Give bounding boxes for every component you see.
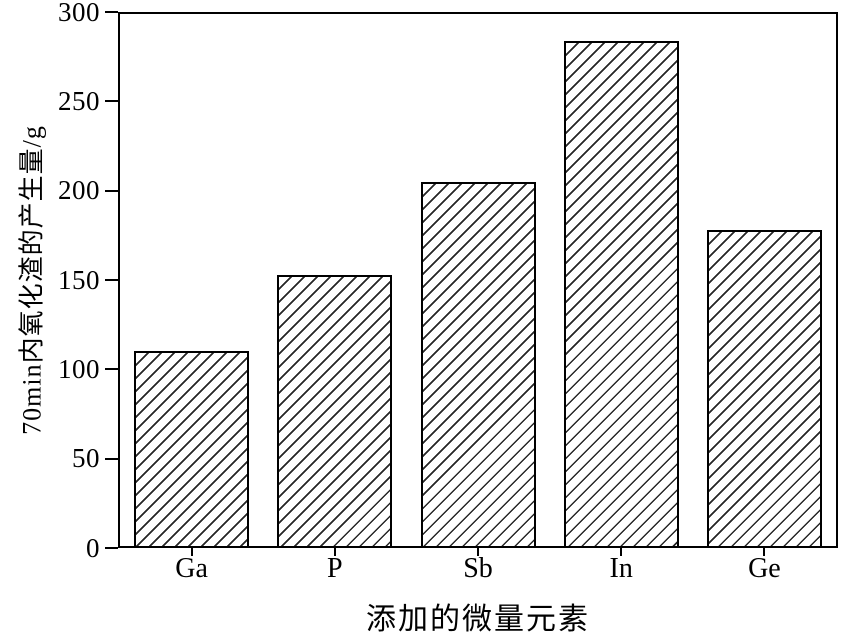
x-category-label-p: P	[326, 553, 343, 584]
y-tick-label-50: 50	[72, 443, 100, 474]
y-tick-mark-250	[105, 100, 118, 103]
y-tick-mark-150	[105, 279, 118, 281]
x-category-label-in: In	[609, 553, 633, 584]
bar-ge	[706, 230, 822, 546]
plot-area	[118, 12, 838, 548]
x-tick-mark-ge	[763, 548, 766, 556]
y-tick-label-0: 0	[86, 532, 100, 563]
y-tick-mark-300	[105, 11, 118, 13]
x-tick-mark-sb	[477, 548, 479, 556]
bar-p	[277, 275, 393, 546]
y-tick-label-200: 200	[58, 175, 100, 206]
x-category-label-ga: Ga	[175, 553, 208, 584]
y-tick-label-100: 100	[58, 353, 100, 384]
x-tick-mark-ga	[190, 548, 193, 556]
bar-sb	[420, 182, 536, 546]
y-tick-mark-200	[105, 189, 118, 192]
bar-ga	[134, 351, 250, 546]
y-tick-mark-0	[105, 547, 118, 549]
x-category-label-ge: Ge	[748, 553, 781, 584]
y-tick-label-300: 300	[58, 0, 100, 27]
y-tick-mark-50	[105, 457, 118, 460]
y-tick-mark-100	[105, 368, 118, 371]
x-category-label-sb: Sb	[463, 553, 493, 584]
y-tick-label-150: 150	[58, 264, 100, 295]
x-tick-mark-in	[620, 548, 623, 556]
bar-in	[563, 41, 679, 546]
x-axis-title: 添加的微量元素	[366, 603, 590, 636]
y-tick-label-250: 250	[58, 85, 100, 116]
x-tick-mark-p	[333, 548, 336, 556]
